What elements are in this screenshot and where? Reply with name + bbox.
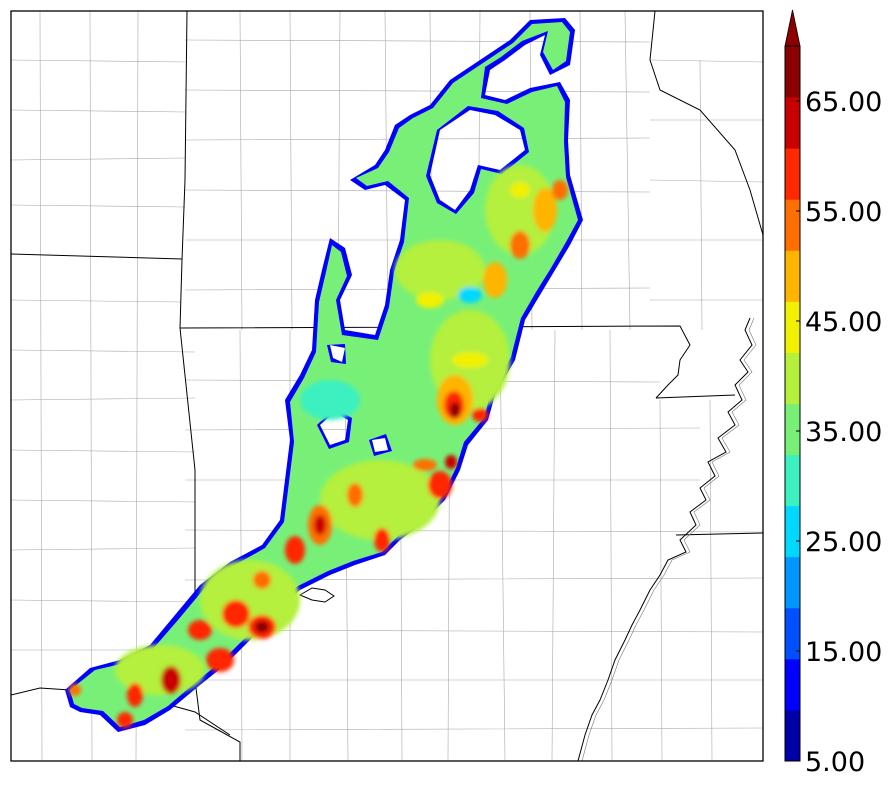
colorbar-segment — [785, 709, 800, 762]
colorbar-segment — [785, 454, 800, 507]
state-boundaries — [11, 11, 763, 761]
echo-cores — [69, 165, 568, 728]
colorbar-segment — [785, 301, 800, 353]
colorbar-frame — [784, 45, 801, 762]
colorbar-segment — [785, 148, 800, 200]
colorbar-tick-label: 35.00 — [805, 417, 882, 448]
colorbar-tick-label: 5.00 — [805, 747, 865, 778]
colorbar-segment — [785, 352, 800, 404]
colorbar-tick-label: 15.00 — [805, 637, 882, 668]
colorbar-tick-label: 55.00 — [805, 197, 882, 228]
colorbar-segment — [785, 250, 800, 302]
colorbar: 5.00 15.00 25.00 35.00 45.00 55.00 65.00 — [784, 9, 882, 778]
colorbar-tick-label: 45.00 — [805, 307, 882, 338]
colorbar-tick-label: 65.00 — [805, 87, 882, 118]
colorbar-segment — [785, 607, 800, 660]
colorbar-extend-arrow — [784, 9, 801, 47]
colorbar-segment — [785, 505, 800, 558]
colorbar-tick-label: 25.00 — [805, 527, 882, 558]
colorbar-segment — [785, 658, 800, 711]
colorbar-segment — [785, 199, 800, 251]
colorbar-segment — [785, 46, 800, 98]
mississippi-river — [298, 317, 757, 761]
colorbar-segment — [785, 556, 800, 609]
reflectivity-field — [65, 18, 583, 732]
echo-body — [70, 22, 578, 727]
map-frame — [10, 10, 764, 762]
colorbar-segment — [785, 97, 800, 149]
colorbar-segment — [785, 403, 800, 456]
